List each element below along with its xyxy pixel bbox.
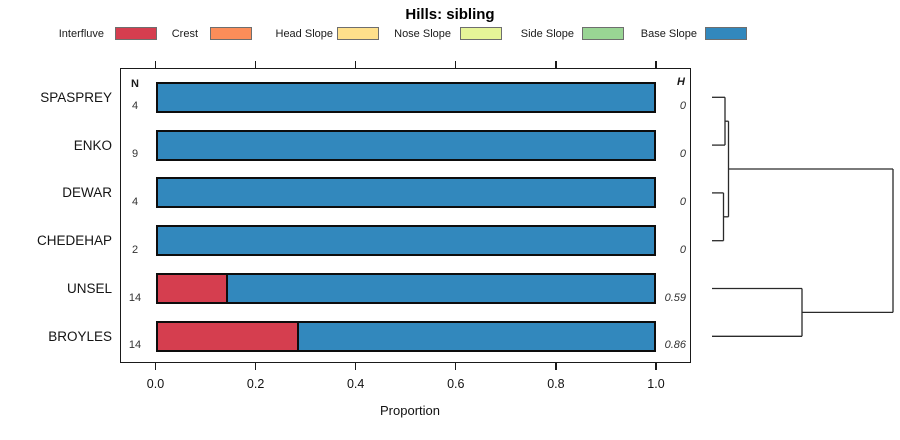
bar-segment-interfluve <box>157 275 229 302</box>
x-tick-top <box>655 61 657 68</box>
bar-row-dewar <box>155 177 656 209</box>
legend-swatch-nose-slope <box>460 27 502 40</box>
plot-frame <box>120 68 691 363</box>
bar-segment-interfluve <box>157 322 300 350</box>
n-value: 4 <box>131 100 139 113</box>
bar-segment-base-slope <box>228 275 654 302</box>
bar-row-broyles <box>155 320 656 352</box>
row-label-enko: ENKO <box>73 137 112 153</box>
x-tick-top <box>255 61 257 68</box>
bar-row-chedehap <box>155 225 656 257</box>
legend-label-interfluve: Interfluve <box>58 28 104 40</box>
legend-swatch-side-slope <box>582 27 624 40</box>
x-tick-top <box>455 61 457 68</box>
x-tick-bottom <box>455 363 457 370</box>
x-tick-bottom <box>355 363 357 370</box>
legend-swatch-head-slope <box>337 27 379 40</box>
x-tick-bottom <box>255 363 257 370</box>
n-column-header: N <box>131 78 139 90</box>
row-label-chedehap: CHEDEHAP <box>36 233 112 249</box>
n-value: 2 <box>131 243 139 256</box>
chart-title: Hills: sibling <box>405 6 495 23</box>
n-value: 9 <box>131 148 139 161</box>
n-value: 14 <box>128 339 142 352</box>
bar-row-spasprey <box>155 81 656 113</box>
h-value: 0.86 <box>664 339 686 352</box>
row-label-unsel: UNSEL <box>66 281 112 296</box>
legend-swatch-interfluve <box>115 27 157 40</box>
row-label-dewar: DEWAR <box>62 185 112 201</box>
x-tick-top <box>355 61 357 68</box>
bar-segment-base-slope <box>299 322 654 350</box>
x-tick-label: 0.4 <box>346 377 365 391</box>
bar-row-unsel <box>155 273 656 304</box>
h-value: 0 <box>679 243 686 256</box>
bar-row-enko <box>155 129 656 161</box>
n-value: 14 <box>128 291 142 304</box>
legend-label-side-slope: Side Slope <box>520 28 574 40</box>
legend-label-crest: Crest <box>171 28 198 40</box>
bar-segment-base-slope <box>157 83 654 111</box>
x-tick-label: 0.2 <box>246 377 265 391</box>
x-tick-label: 1.0 <box>647 377 665 391</box>
row-label-broyles: BROYLES <box>48 328 112 344</box>
n-value: 4 <box>131 195 139 208</box>
legend-label-base-slope: Base Slope <box>640 28 697 40</box>
x-tick-bottom <box>555 363 557 370</box>
x-tick-label: 0.8 <box>547 377 565 391</box>
row-label-spasprey: SPASPREY <box>40 89 112 105</box>
x-tick-bottom <box>154 363 157 370</box>
legend-label-nose-slope: Nose Slope <box>394 28 451 40</box>
x-axis-label: Proportion <box>380 403 440 418</box>
x-tick-bottom <box>655 363 657 370</box>
h-value: 0 <box>679 100 686 113</box>
bar-segment-base-slope <box>157 131 654 159</box>
bar-segment-base-slope <box>157 179 654 207</box>
legend-swatch-base-slope <box>705 27 747 40</box>
x-tick-label: 0.0 <box>146 377 165 391</box>
h-column-header: H <box>677 76 685 88</box>
h-value: 0 <box>679 195 686 208</box>
x-tick-top <box>555 61 557 68</box>
legend-swatch-crest <box>210 27 252 40</box>
h-value: 0.59 <box>664 291 686 304</box>
legend-label-head-slope: Head Slope <box>275 28 334 40</box>
x-tick-label: 0.6 <box>447 377 465 391</box>
x-tick-top <box>154 61 157 68</box>
bar-segment-base-slope <box>157 227 654 255</box>
h-value: 0 <box>679 148 686 161</box>
